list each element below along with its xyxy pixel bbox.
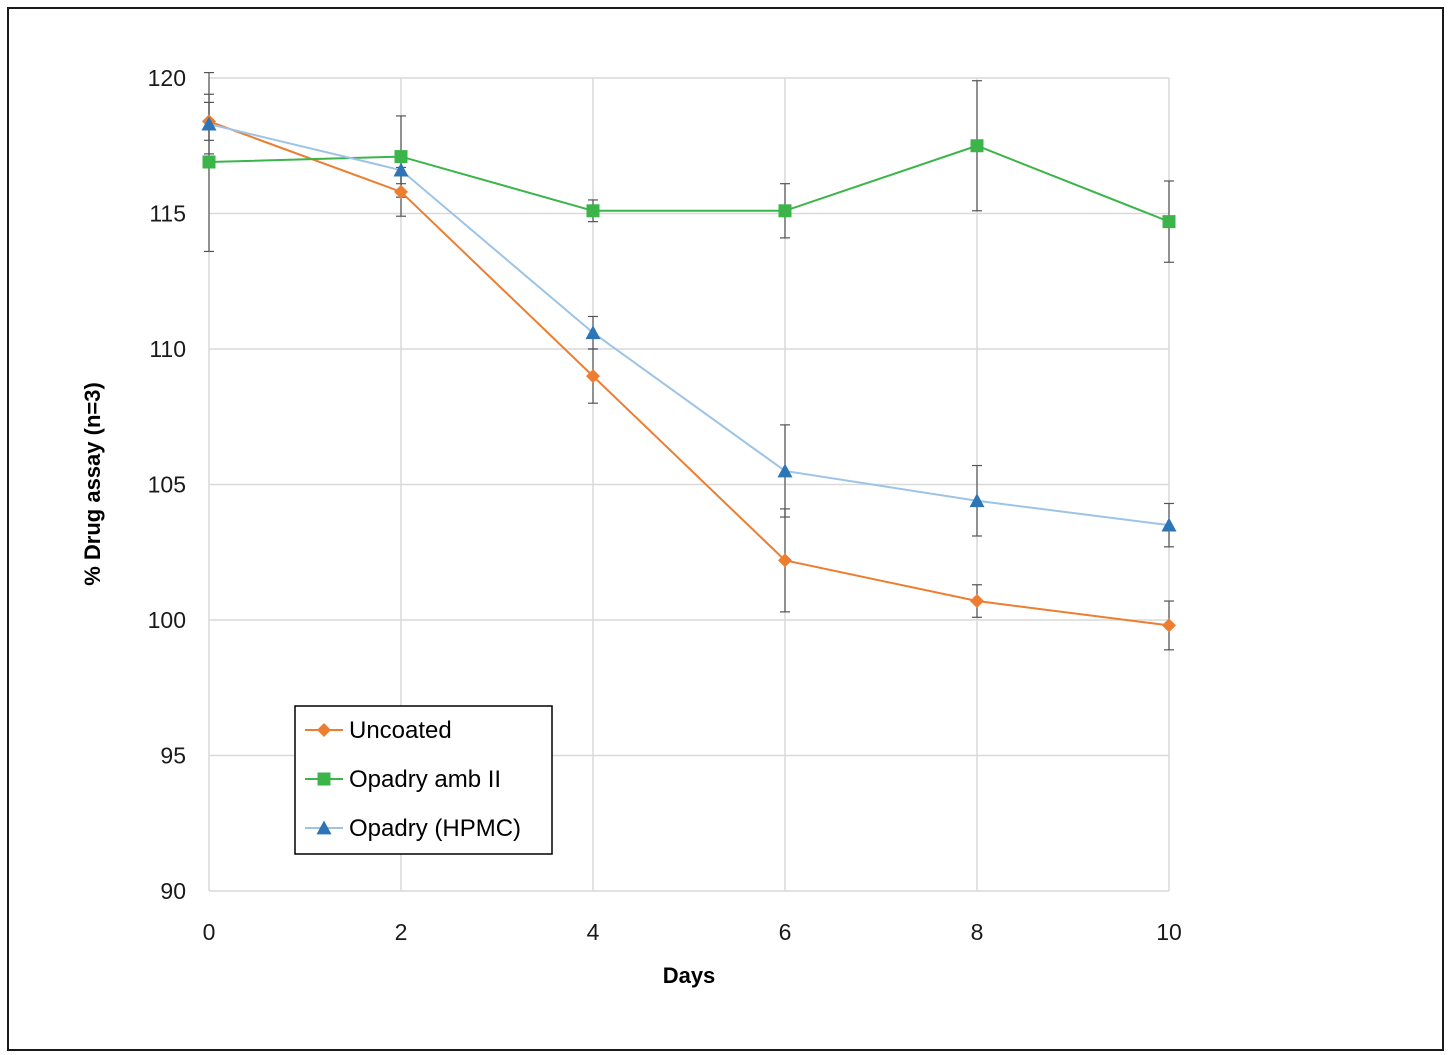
data-point-opadry-hpmc	[1161, 517, 1177, 532]
x-tick-label: 4	[587, 919, 600, 945]
legend-marker-opadry-hpmc	[316, 820, 332, 835]
legend-label-opadry-hpmc: Opadry (HPMC)	[349, 815, 521, 842]
data-point-uncoated	[778, 553, 792, 568]
data-point-opadry-amb-ii	[1162, 215, 1176, 229]
error-bars	[204, 71, 1174, 651]
y-tick-label: 115	[149, 201, 186, 227]
figure-frame	[7, 7, 1444, 1051]
data-point-uncoated	[970, 594, 984, 609]
y-tick-label: 95	[160, 743, 186, 769]
x-tick-label: 10	[1156, 919, 1182, 945]
y-tick-label: 120	[148, 65, 186, 91]
legend-label-opadry-amb-ii: Opadry amb II	[349, 766, 501, 793]
data-point-uncoated	[586, 369, 600, 384]
y-tick-label: 110	[149, 336, 186, 362]
legend-marker-uncoated	[317, 723, 331, 737]
legend-label-uncoated: Uncoated	[349, 717, 452, 744]
data-point-opadry-hpmc	[585, 325, 601, 340]
series-line-uncoated	[208, 120, 1170, 627]
data-point-opadry-hpmc	[969, 493, 985, 508]
series-line-opadry-amb-ii	[208, 144, 1170, 223]
data-point-uncoated	[1162, 618, 1176, 633]
series-line-opadry-hpmc	[208, 123, 1170, 527]
y-tick-label: 105	[148, 472, 186, 498]
y-axis-title: % Drug assay (n=3)	[80, 382, 105, 586]
data-point-opadry-amb-ii	[778, 204, 792, 218]
data-point-opadry-hpmc	[777, 463, 793, 478]
x-tick-label: 2	[395, 919, 408, 945]
x-tick-label: 6	[779, 919, 792, 945]
legend-marker-opadry-amb-ii	[317, 772, 331, 786]
x-tick-label: 8	[971, 919, 984, 945]
data-point-opadry-amb-ii	[202, 155, 216, 169]
data-point-uncoated	[394, 184, 408, 199]
data-point-opadry-amb-ii	[394, 150, 408, 164]
y-tick-label: 100	[148, 607, 186, 633]
data-point-opadry-hpmc	[201, 116, 217, 131]
y-tick-label: 90	[160, 878, 186, 904]
data-point-opadry-amb-ii	[586, 204, 600, 218]
data-markers	[201, 114, 1177, 633]
data-point-opadry-amb-ii	[970, 139, 984, 153]
data-point-opadry-hpmc	[393, 162, 409, 177]
series-lines	[208, 120, 1170, 627]
legend: Uncoated Opadry amb II Opadry (HPMC)	[294, 705, 553, 855]
tick-labels: 90 95 100 105 110 115 120 0 2 4 6 8 10	[148, 65, 1182, 945]
x-axis-title: Days	[663, 963, 716, 988]
x-tick-label: 0	[203, 919, 216, 945]
